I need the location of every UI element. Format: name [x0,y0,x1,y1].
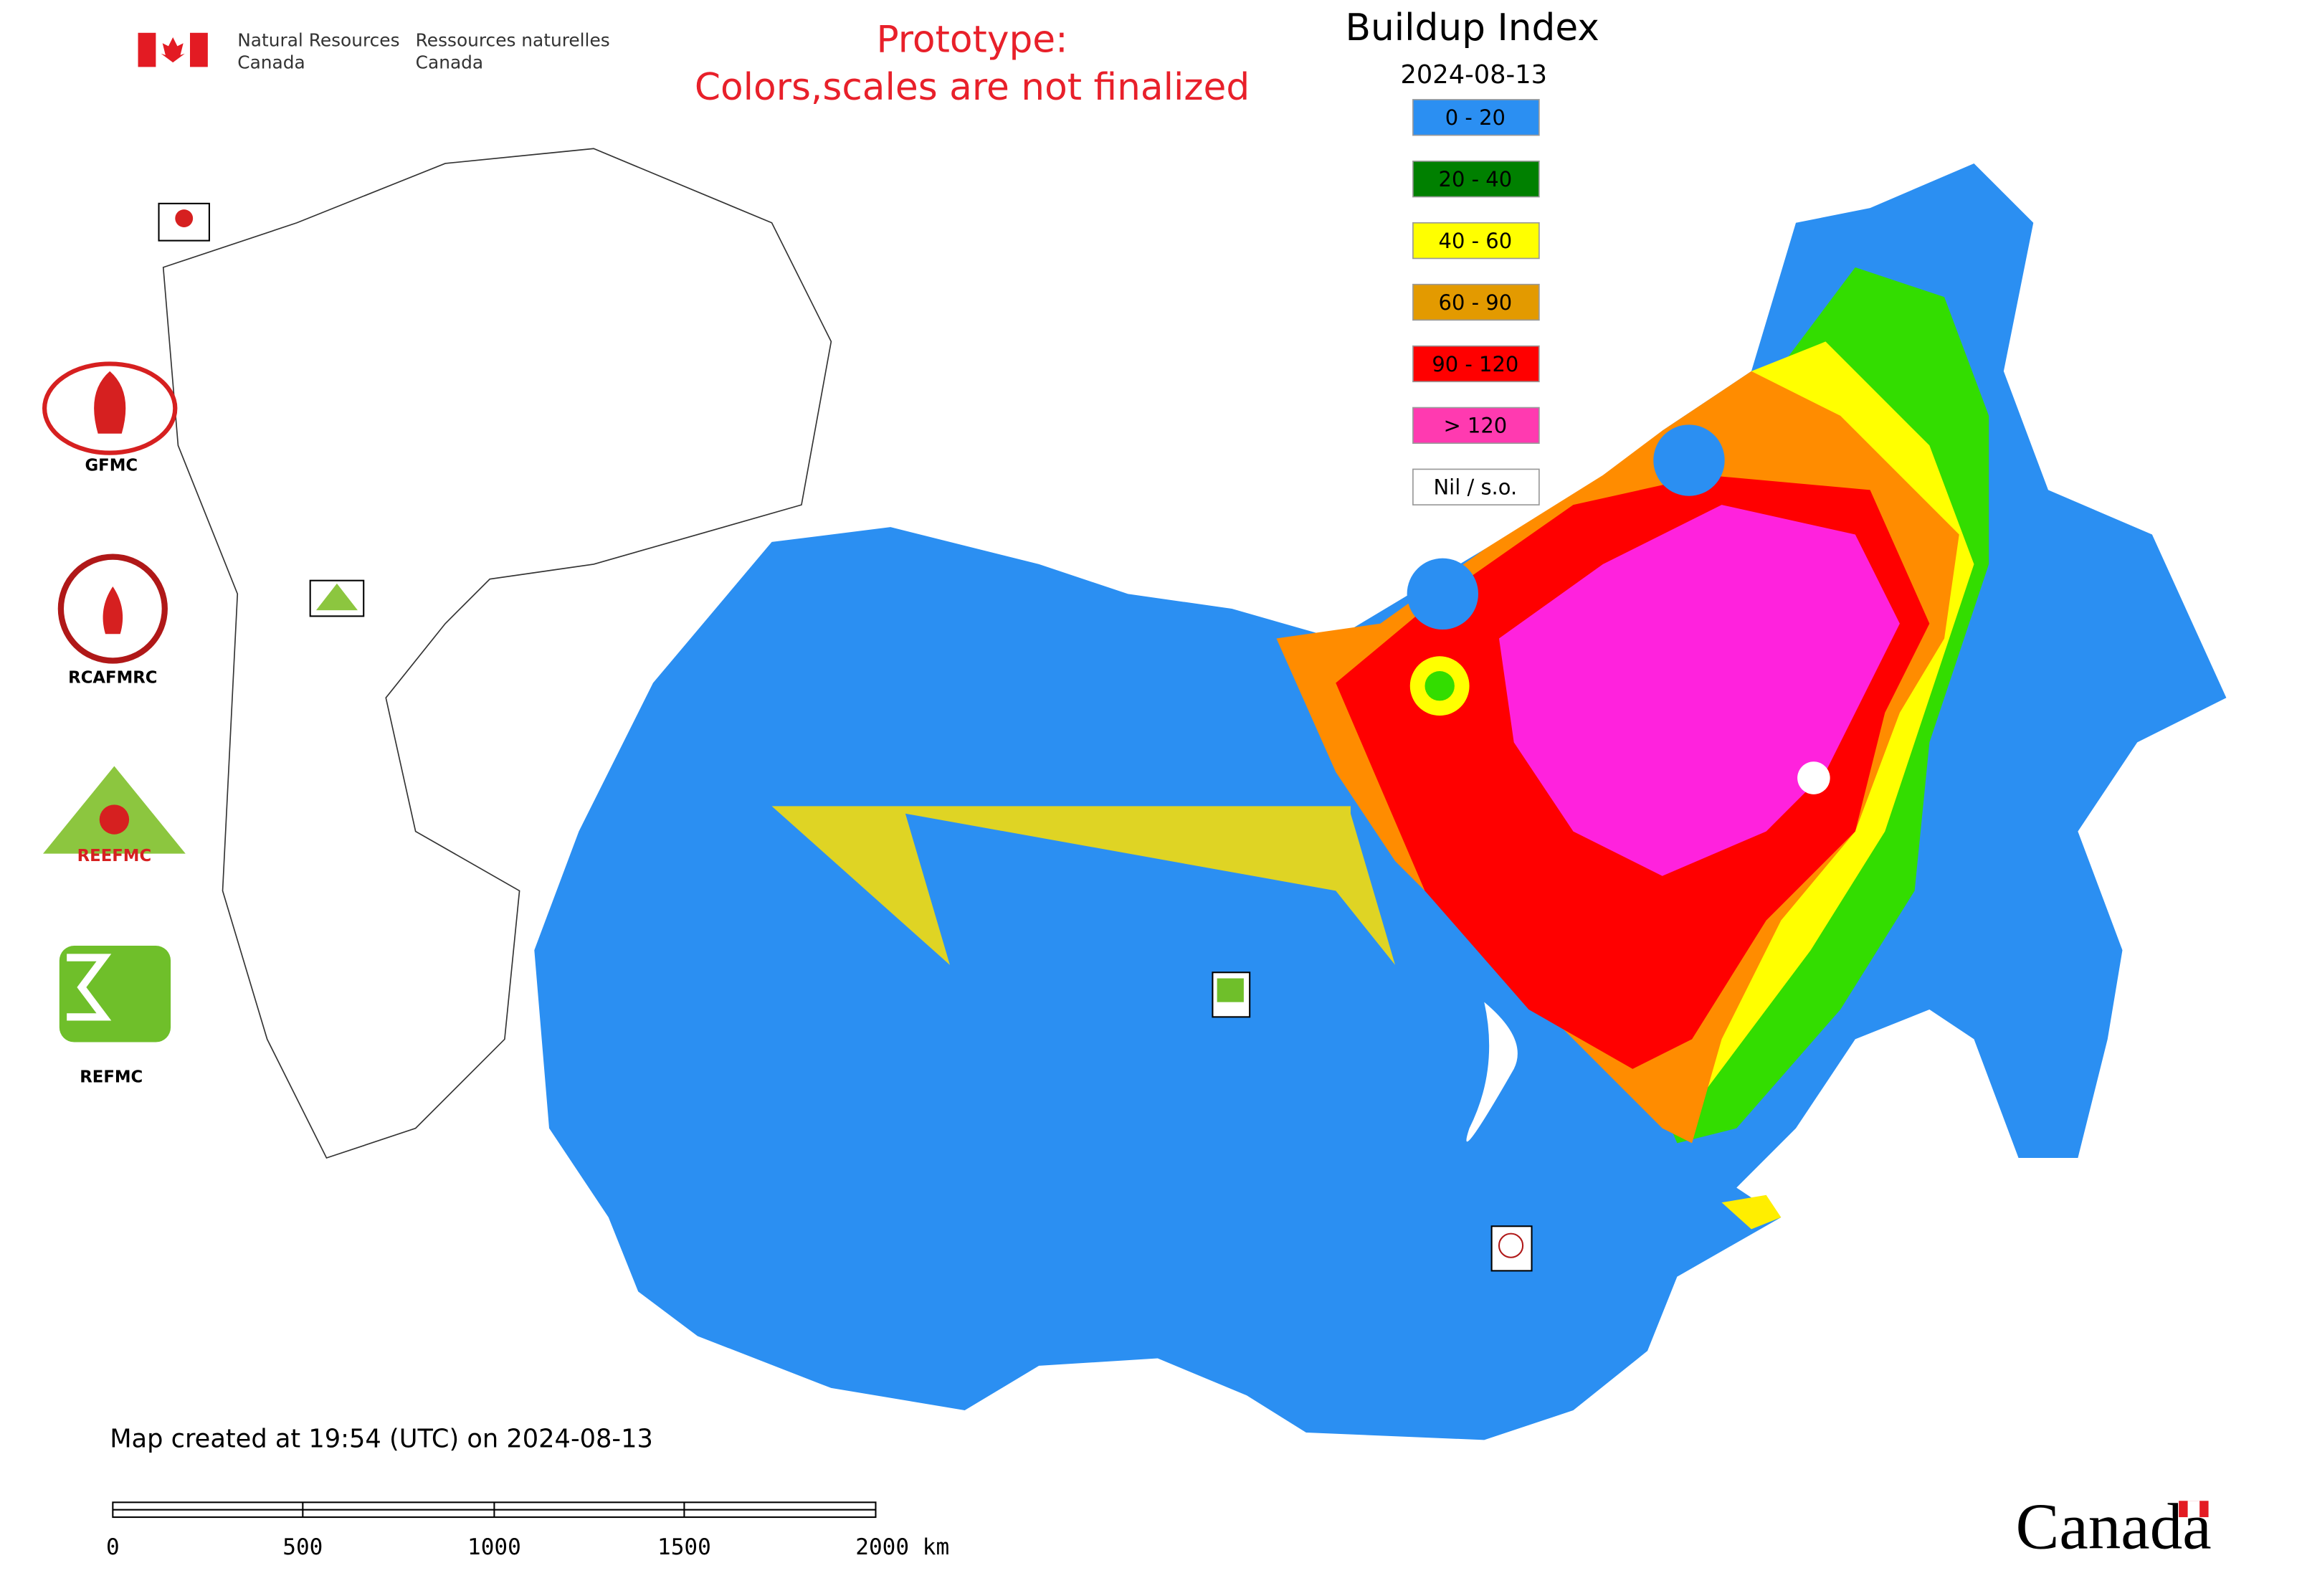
legend-date: 2024-08-13 [1401,60,1548,90]
legend-swatch [1412,283,1540,321]
legend-label: 20 - 40 [1439,167,1513,191]
legend-label: 0 - 20 [1445,105,1506,130]
created-note: Map created at 19:54 (UTC) on 2024-08-13 [110,1425,653,1454]
west-outline [162,148,832,1159]
scale-bar [112,1501,877,1519]
scale-label: 500 [282,1534,323,1560]
scale-label: 2000 km [855,1534,949,1560]
scale-label: 1500 [657,1534,711,1560]
logo-refmc [59,945,1533,1272]
legend: 0 - 20 20 - 40 40 - 60 60 - 90 90 - 120 > 120… [1412,99,1540,505]
agency-en: Canada [237,52,305,72]
legend-swatch [1412,99,1540,136]
agency-fr: Canada [416,52,483,72]
logo-gfmc [42,361,178,455]
agency-fr: Ressources naturelles [416,29,610,50]
legend-swatch [1412,407,1540,445]
artifact-band [771,806,1396,965]
logo-rcafmrc [57,554,168,664]
logo-label: GFMC [85,457,138,475]
logo-small [158,202,210,242]
logo-label: REEFMC [77,847,152,865]
map [162,148,2227,1440]
legend-label: 60 - 90 [1439,290,1513,315]
legend-swatch [1412,222,1540,260]
legend-swatch [1412,468,1540,505]
logo-label: RCAFMRC [68,669,157,688]
legend-swatch [1412,345,1540,383]
scale-label: 1000 [467,1534,521,1560]
notice: Prototype: [876,19,1067,62]
logo-label: REFMC [80,1068,143,1086]
scale-labels: 0 500 1000 1500 2000 km [106,1534,949,1560]
legend-label: 90 - 120 [1432,352,1518,376]
legend-title: Buildup Index [1345,6,1599,49]
logo-reefmc [43,579,365,854]
legend-label: 40 - 60 [1439,229,1513,253]
scale-label: 0 [106,1534,120,1560]
canada-flag [138,32,208,67]
legend-label: > 120 [1443,414,1507,438]
legend-label: Nil / s.o. [1434,475,1518,500]
notice: Colors,scales are not finalized [695,66,1250,109]
agency-en: Natural Resources [237,29,399,50]
legend-swatch [1412,161,1540,198]
